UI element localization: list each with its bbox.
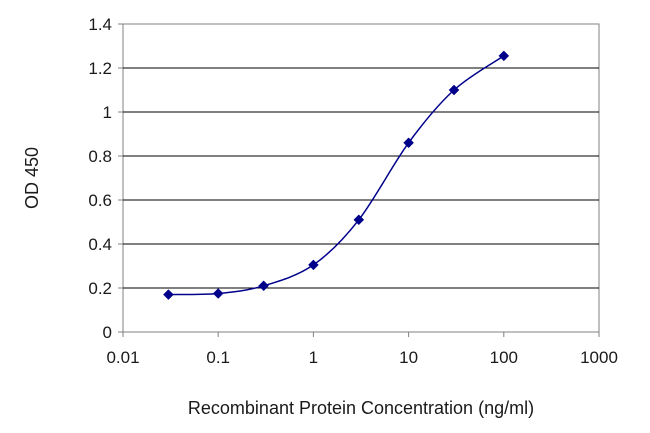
data-point [498,50,510,62]
series-group [163,50,510,300]
y-tick-label: 0.2 [88,279,112,298]
x-axis: 0.01 0.1 1 10 100 1000 [106,332,618,367]
data-point [258,280,269,292]
gridlines [123,67,599,289]
x-tick-label: 10 [399,348,418,367]
y-tick-label: 1.2 [88,59,112,78]
plot-area [122,23,600,333]
y-axis: 0 0.2 0.4 0.6 0.8 1 1.2 1.4 [88,15,123,342]
x-tick-label: 1 [309,348,318,367]
data-point [403,137,414,149]
data-point [163,289,174,300]
y-tick-label: 1.4 [88,15,112,34]
y-tick-label: 0 [103,323,112,342]
y-axis-title: OD 450 [22,147,42,209]
series-line [168,55,505,296]
y-tick-label: 0.4 [88,235,112,254]
x-tick-label: 1000 [580,348,618,367]
y-tick-label: 0.6 [88,191,112,210]
data-point [353,214,365,226]
x-tick-label: 100 [490,348,518,367]
data-point [308,259,319,271]
x-axis-title: Recombinant Protein Concentration (ng/ml… [188,398,534,418]
y-tick-label: 0.8 [88,147,112,166]
y-tick-label: 1 [103,103,112,122]
x-tick-label: 0.01 [106,348,139,367]
x-tick-label: 0.1 [206,348,230,367]
data-point [448,84,460,96]
data-point [212,288,224,299]
